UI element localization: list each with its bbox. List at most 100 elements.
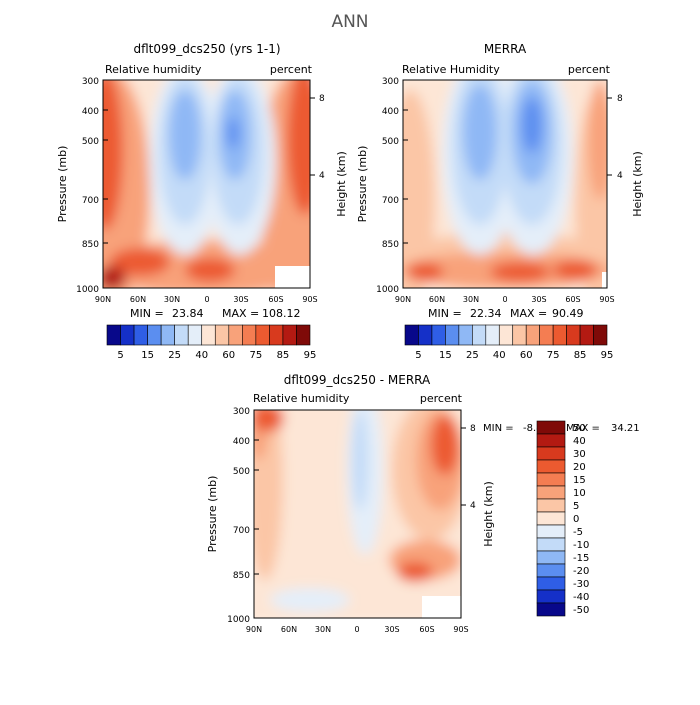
x-tick-label: 90S [302, 295, 317, 304]
y2-tick-label: 4 [470, 501, 476, 511]
y2-tick-label: 8 [319, 94, 325, 104]
colorbar-swatch [579, 324, 594, 346]
min-value: 22.34 [470, 307, 502, 320]
y2-tick-label: 4 [617, 171, 623, 181]
colorbar-swatch [536, 420, 566, 435]
x-tick-label: 30S [233, 295, 248, 304]
colorbar-swatch [536, 472, 566, 487]
y-tick-label: 850 [82, 240, 99, 250]
y-axis-label: Pressure (mb) [206, 476, 219, 553]
colorbar-label: 15 [141, 350, 154, 361]
panel-title: dflt099_dcs250 - MERRA [284, 373, 431, 387]
colorbar-label: -40 [573, 592, 589, 603]
colorbar-label: 30 [573, 449, 586, 460]
colorbar-swatch [525, 324, 540, 346]
colorbar-label: 25 [168, 350, 181, 361]
x-tick-label: 30N [164, 295, 180, 304]
y-tick-label: 500 [382, 137, 399, 147]
colorbar-swatch [566, 324, 581, 346]
max-label: MAX = [566, 423, 600, 434]
colorbar-swatch [536, 602, 566, 617]
y-tick-label: 400 [82, 107, 99, 117]
x-tick-label: 30S [531, 295, 546, 304]
variable-label: Relative humidity [253, 392, 350, 405]
y2-axis-label: Height (km) [335, 151, 348, 217]
y2-tick-label: 4 [319, 171, 325, 181]
plot-frame [253, 409, 462, 619]
units-label: percent [270, 63, 313, 76]
colorbar-swatch [536, 563, 566, 578]
colorbar-label: 20 [573, 462, 586, 473]
colorbar-swatch [536, 498, 566, 513]
colorbar-swatch [536, 576, 566, 591]
variable-label: Relative Humidity [402, 63, 500, 76]
colorbar-swatch [106, 324, 121, 346]
y-tick-label: 700 [233, 526, 250, 536]
colorbar-label: 15 [573, 475, 586, 486]
colorbar-swatch [552, 324, 567, 346]
min-label: MIN = [428, 307, 462, 320]
plot-frame [402, 79, 608, 289]
colorbar-label: 15 [439, 350, 452, 361]
units-label: percent [420, 392, 463, 405]
panel-difference: dflt099_dcs250 - MERRA Relative humidity… [206, 373, 640, 634]
colorbar-label: 75 [547, 350, 560, 361]
colorbar-swatch [214, 324, 230, 346]
y2-axis: 8 4 Height (km) [461, 424, 495, 547]
colorbar-swatch [228, 324, 243, 346]
colorbar-swatch [536, 459, 566, 474]
colorbar-swatch [296, 324, 311, 346]
colorbar-label: 5 [415, 350, 421, 361]
min-value: -8.81 [523, 423, 549, 434]
colorbar-swatch [539, 324, 554, 346]
stats-line: MIN = 23.84 MAX = 108.12 [130, 307, 301, 320]
max-value: 108.12 [262, 307, 301, 320]
panel-title: MERRA [484, 42, 527, 56]
max-label: MAX = [222, 307, 259, 320]
colorbar-swatch [536, 433, 566, 448]
y2-axis-label: Height (km) [482, 481, 495, 547]
colorbar-label: -30 [573, 579, 589, 590]
colorbar: 5 15 25 40 60 75 85 95 [404, 324, 613, 361]
x-tick-label: 90N [395, 295, 411, 304]
max-value: 34.21 [611, 423, 640, 434]
x-tick-label: 60N [130, 295, 146, 304]
colorbar-label: 95 [304, 350, 317, 361]
y-axis: 300 400 500 700 850 1000 Pressure (mb) [356, 77, 408, 295]
colorbar-label: 60 [222, 350, 235, 361]
y2-tick-label: 8 [470, 424, 476, 434]
colorbar-swatch [282, 324, 297, 346]
y-axis-label: Pressure (mb) [356, 146, 369, 223]
colorbar-swatch [120, 324, 135, 346]
x-tick-label: 60S [565, 295, 580, 304]
x-tick-label: 30N [315, 625, 331, 634]
colorbar-swatch [147, 324, 162, 346]
y-tick-label: 850 [233, 571, 250, 581]
stats-line: MIN = -8.81 MAX = 34.21 [483, 423, 640, 434]
colorbar-label: 25 [466, 350, 479, 361]
y-tick-label: 1000 [76, 285, 99, 295]
colorbar-swatch [472, 324, 487, 346]
x-tick-label: 60S [419, 625, 434, 634]
y-axis: 300 400 500 700 850 1000 Pressure (mb) [56, 77, 108, 295]
colorbar-label: -20 [573, 566, 589, 577]
y-tick-label: 300 [233, 407, 250, 417]
x-tick-label: 30S [384, 625, 399, 634]
y2-axis: 8 4 Height (km) [310, 94, 348, 217]
panel-model: dflt099_dcs250 (yrs 1-1) Relative humidi… [56, 42, 348, 361]
x-tick-label: 90N [95, 295, 111, 304]
contour-field [403, 80, 607, 288]
colorbar-swatch [418, 324, 433, 346]
colorbar-label: -10 [573, 540, 589, 551]
y-tick-label: 500 [233, 467, 250, 477]
colorbar-label: 0 [573, 514, 579, 525]
y-tick-label: 700 [82, 196, 99, 206]
x-tick-label: 60N [281, 625, 297, 634]
colorbar-label: -50 [573, 605, 589, 616]
colorbar-swatch [160, 324, 175, 346]
colorbar-swatch [445, 324, 460, 346]
y-tick-label: 850 [382, 240, 399, 250]
x-axis: 90N 60N 30N 0 30S 60S 90S [395, 295, 615, 304]
y2-axis-label: Height (km) [631, 151, 644, 217]
y-tick-label: 500 [82, 137, 99, 147]
